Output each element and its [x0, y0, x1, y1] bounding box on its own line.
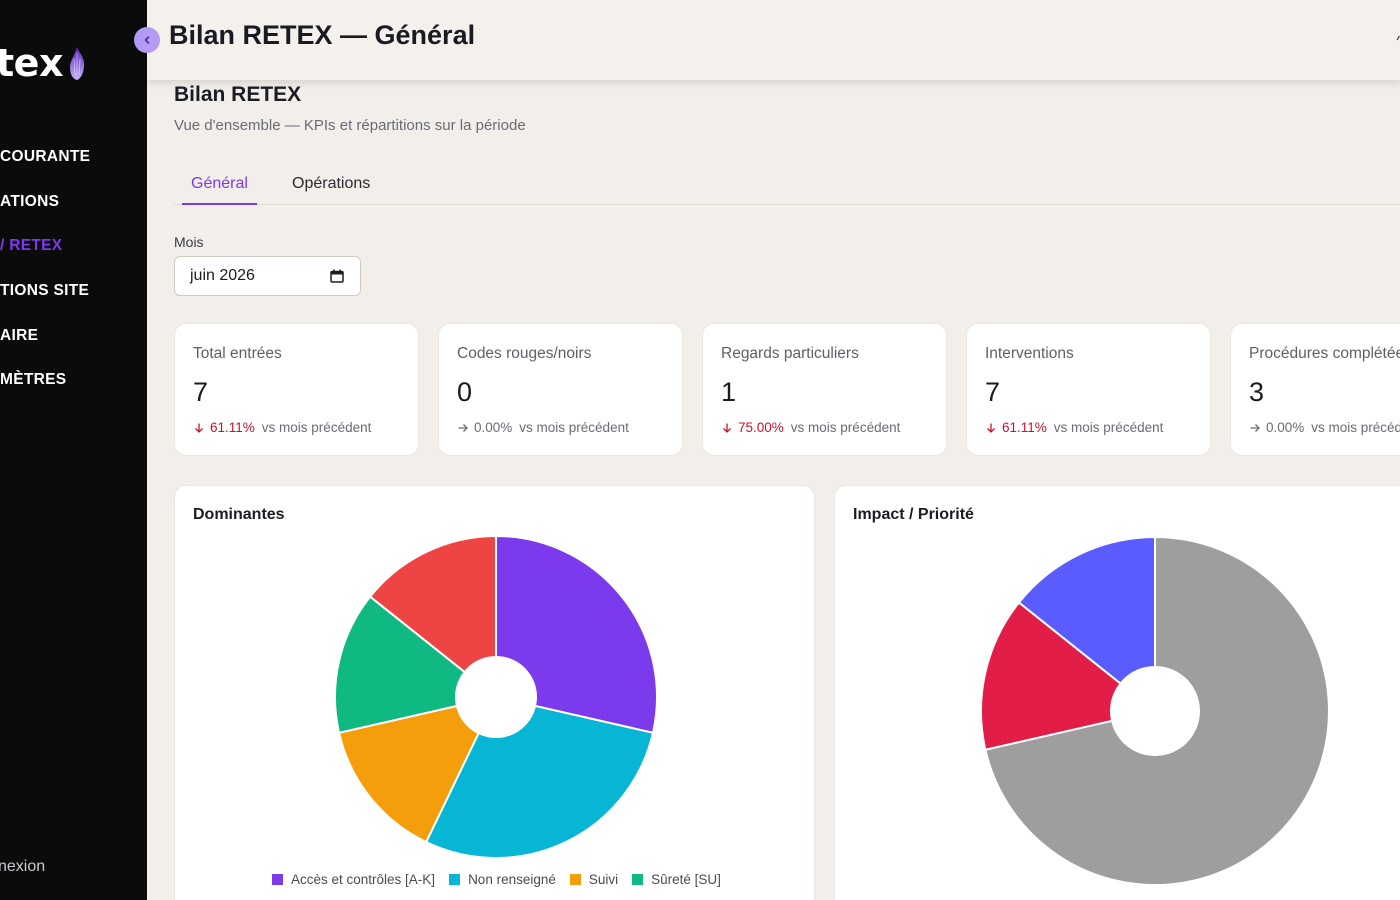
header-title: Bilan RETEX — Général: [169, 20, 476, 50]
tab-general[interactable]: Général: [191, 175, 248, 192]
app-logo[interactable]: tex: [0, 38, 87, 88]
kpi-card-codes-rouges: Codes rouges/noirs 0 0.00% vs mois précé…: [438, 323, 683, 456]
kpi-trend-context: vs mois précédent: [261, 420, 372, 435]
logo-text: tex: [0, 41, 63, 85]
active-tab-indicator: [182, 202, 257, 205]
month-picker[interactable]: juin 2026: [174, 256, 361, 296]
tab-bar: Général Opérations: [174, 160, 1400, 205]
kpi-trend-context: vs mois précédent: [790, 420, 901, 435]
kpi-trend-context: vs mois précédent: [1053, 420, 1164, 435]
sidebar-item-operations[interactable]: ATIONS: [0, 192, 60, 210]
kpi-card-regards: Regards particuliers 1 75.00% vs mois pr…: [702, 323, 947, 456]
chart-card-dominantes: Dominantes Accès et contrôles [A-K] Non …: [174, 485, 815, 900]
sidebar-item-site[interactable]: TIONS SITE: [0, 282, 90, 300]
tab-operations[interactable]: Opérations: [292, 175, 371, 192]
kpi-card-total-entrees: Total entrées 7 61.11% vs mois précédent: [174, 323, 419, 456]
kpi-trend: 61.11% vs mois précédent: [985, 420, 1163, 435]
arrow-down-icon: [195, 423, 203, 433]
kpi-trend-pct: 0.00%: [474, 420, 513, 435]
pie-slice-0[interactable]: [495, 534, 658, 735]
donut-hole: [455, 656, 537, 738]
logout-link[interactable]: nexion: [0, 858, 46, 875]
legend-item[interactable]: Sûreté [SU]: [632, 872, 721, 887]
arrow-right-icon: [1250, 423, 1260, 432]
month-value: juin 2026: [190, 267, 255, 284]
logo-flame-icon: [69, 47, 85, 80]
arrow-right-icon: [458, 423, 468, 432]
top-header: Bilan RETEX — Général: [147, 0, 1400, 80]
legend-item[interactable]: Non renseigné: [449, 872, 556, 887]
sidebar: tex COURANTE ATIONS / RETEX TIONS SITE A…: [0, 0, 147, 900]
sidebar-nav: COURANTE ATIONS / RETEX TIONS SITE AIRE …: [0, 135, 147, 403]
kpi-trend: 61.11% vs mois précédent: [193, 420, 371, 435]
legend-swatch: [569, 874, 581, 885]
kpi-trend: 75.00% vs mois précédent: [721, 420, 900, 435]
dominantes-pie-chart: [334, 534, 658, 859]
kpi-value: 0: [457, 377, 473, 407]
sidebar-item-retex[interactable]: / RETEX: [0, 237, 63, 255]
month-label: Mois: [174, 234, 204, 250]
kpi-trend-pct: 61.11%: [210, 420, 255, 435]
arrow-down-icon: [987, 423, 995, 433]
chevron-left-icon: [144, 36, 150, 44]
calendar-icon[interactable]: [330, 269, 344, 283]
sidebar-collapse-button[interactable]: [134, 27, 160, 53]
kpi-label: Procédures complétées: [1249, 345, 1400, 362]
legend-swatch: [632, 874, 644, 885]
kpi-value: 3: [1249, 377, 1265, 407]
legend-label: Accès et contrôles [A-K]: [291, 872, 436, 887]
chart-legend: Accès et contrôles [A-K] Non renseigné S…: [272, 872, 735, 887]
kpi-card-interventions: Interventions 7 61.11% vs mois précédent: [966, 323, 1211, 456]
pie-slice-4[interactable]: [368, 534, 497, 700]
sidebar-item-aire[interactable]: AIRE: [0, 326, 39, 344]
chart-title: Impact / Priorité: [853, 506, 974, 523]
kpi-label: Interventions: [985, 345, 1074, 362]
pie-slice-1[interactable]: [424, 695, 655, 859]
kpi-label: Regards particuliers: [721, 345, 859, 362]
sidebar-item-parametres[interactable]: MÈTRES: [0, 371, 67, 389]
page-subtitle: Vue d'ensemble — KPIs et répartitions su…: [174, 117, 526, 134]
kpi-card-procedures: Procédures complétées 3 0.00% vs mois pr…: [1230, 323, 1400, 456]
kpi-label: Total entrées: [193, 345, 282, 362]
sidebar-item-courante[interactable]: COURANTE: [0, 148, 91, 166]
legend-swatch: [449, 874, 461, 885]
kpi-label: Codes rouges/noirs: [457, 345, 592, 362]
legend-label: Sûreté [SU]: [651, 872, 721, 887]
kpi-value: 7: [985, 377, 1001, 407]
kpi-value: 7: [193, 377, 209, 407]
legend-item[interactable]: Suivi: [569, 872, 619, 887]
chart-title: Dominantes: [193, 506, 285, 523]
arrow-down-icon: [723, 423, 731, 433]
donut-hole: [1110, 666, 1200, 756]
legend-item[interactable]: Accès et contrôles [A-K]: [272, 872, 435, 887]
kpi-trend-pct: 75.00%: [738, 420, 784, 435]
pie-slice-2[interactable]: [337, 695, 498, 844]
legend-label: Non renseigné: [468, 872, 556, 887]
legend-swatch: [272, 874, 283, 885]
page-title: Bilan RETEX: [174, 83, 302, 106]
kpi-trend-context: vs mois précédent: [519, 420, 629, 435]
kpi-trend-pct: 0.00%: [1266, 420, 1305, 435]
chart-card-impact-priorite: Impact / Priorité: [834, 485, 1400, 900]
impact-priorite-pie-chart: [980, 535, 1330, 886]
kpi-trend: 0.00% vs mois précédent: [1249, 420, 1400, 435]
kpi-value: 1: [721, 377, 737, 407]
pie-slice-2[interactable]: [1017, 535, 1156, 714]
header-action-icon[interactable]: [1396, 34, 1400, 44]
legend-label: Suivi: [588, 872, 619, 887]
kpi-trend: 0.00% vs mois précédent: [457, 420, 629, 435]
kpi-trend-context: vs mois précédent: [1311, 420, 1400, 435]
kpi-trend-pct: 61.11%: [1002, 420, 1047, 435]
